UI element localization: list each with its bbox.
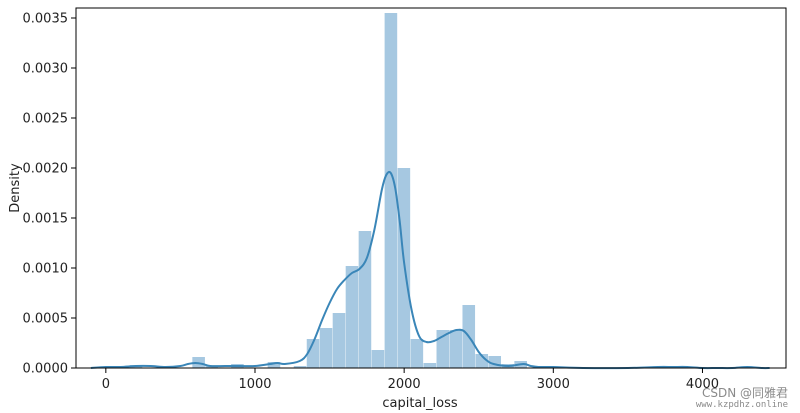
y-tick-label: 0.0000	[23, 362, 69, 377]
x-tick-label: 3000	[537, 377, 570, 392]
histogram-bar	[267, 362, 281, 368]
x-tick-label: 2000	[388, 377, 421, 392]
axes	[75, 7, 787, 369]
y-axis-ticks: 0.0000 0.0005 0.0010 0.0015 0.0020 0.0025 0.00…	[23, 12, 76, 377]
axes-frame	[75, 7, 787, 369]
histogram-bar	[449, 330, 463, 368]
y-tick-label: 0.0020	[23, 162, 69, 177]
watermark-sub: www.kzpdhz.online	[695, 400, 788, 410]
watermark: CSDN @同雅君 www.kzpdhz.online	[696, 387, 788, 411]
histogram-bar	[475, 354, 489, 368]
histogram-bars	[129, 13, 527, 368]
y-axis-label: Density	[8, 163, 23, 213]
x-tick-label: 0	[102, 377, 110, 392]
watermark-main: CSDN @同雅君	[701, 386, 788, 400]
histogram-bar	[293, 366, 307, 368]
y-tick-label: 0.0010	[23, 262, 69, 277]
histogram-bar	[319, 328, 333, 368]
y-tick-label: 0.0015	[23, 212, 69, 227]
x-axis-label: capital_loss	[382, 396, 457, 411]
y-tick-label: 0.0025	[23, 112, 69, 127]
histogram-bar	[423, 363, 437, 368]
histogram-bar	[306, 339, 320, 368]
x-axis-ticks: 0 1000 2000 3000 4000	[102, 368, 719, 392]
y-tick-label: 0.0035	[23, 12, 69, 27]
x-tick-label: 1000	[238, 377, 271, 392]
y-tick-label: 0.0030	[23, 62, 69, 77]
histogram-bar	[332, 313, 346, 368]
histogram-bar	[410, 339, 424, 368]
histogram-bar	[384, 13, 398, 368]
x-tick-label: 4000	[686, 377, 719, 392]
histogram-bar	[345, 266, 359, 368]
histogram-bar	[436, 330, 450, 368]
histogram-bar	[371, 350, 385, 368]
kde-curve	[90, 170, 770, 370]
y-tick-label: 0.0005	[23, 312, 69, 327]
